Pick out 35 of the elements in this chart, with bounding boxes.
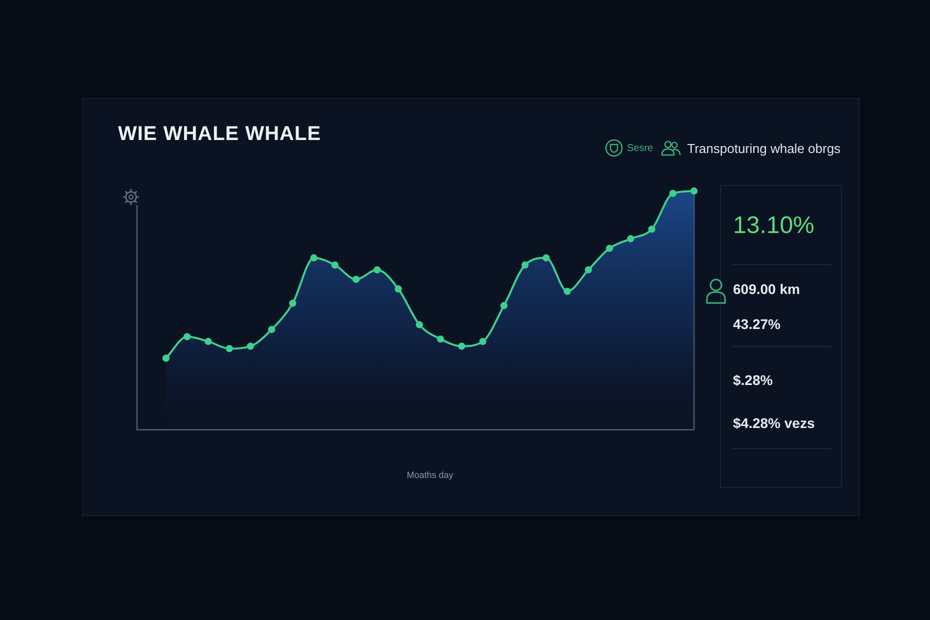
point	[521, 261, 529, 269]
point	[352, 276, 360, 283]
point	[458, 342, 466, 350]
point	[690, 187, 698, 195]
point	[246, 342, 254, 350]
point	[479, 338, 486, 346]
point	[268, 326, 276, 334]
text: $4.28% vezs	[733, 415, 815, 431]
text: $.28%	[733, 372, 773, 388]
point	[226, 345, 233, 352]
point	[331, 261, 339, 269]
point	[584, 266, 592, 274]
point	[204, 338, 212, 346]
text: Sesre	[627, 142, 654, 154]
point	[648, 226, 656, 233]
point	[669, 190, 676, 197]
point	[606, 244, 614, 252]
point	[627, 235, 634, 242]
point	[289, 300, 296, 307]
text: 609.00 km	[733, 281, 800, 297]
point	[542, 254, 550, 262]
point	[564, 288, 571, 295]
point	[374, 266, 381, 274]
text: 43.27%	[733, 316, 780, 332]
point	[162, 354, 170, 362]
text: 13.10%	[733, 212, 814, 240]
x-axis-title: Moaths day	[406, 470, 454, 480]
point	[416, 321, 424, 328]
chart-title: WIE WHALE WHALE	[118, 123, 322, 146]
point	[394, 285, 402, 293]
point	[310, 254, 318, 262]
point	[184, 333, 191, 340]
text: Transpoturing whale obrgs	[687, 140, 841, 156]
point	[436, 335, 444, 343]
point	[500, 302, 508, 310]
